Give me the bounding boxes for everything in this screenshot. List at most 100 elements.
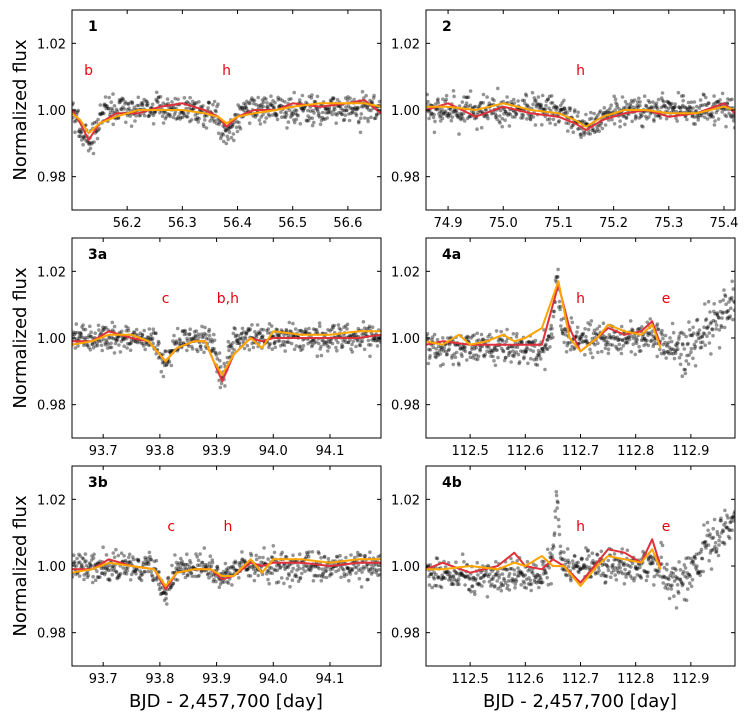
data-point	[685, 571, 689, 575]
data-point	[72, 101, 75, 105]
data-point	[371, 96, 376, 100]
data-point	[223, 561, 228, 566]
data-point	[724, 525, 728, 529]
data-point	[476, 110, 480, 115]
data-point	[193, 333, 198, 338]
data-point	[321, 575, 326, 579]
data-point	[495, 348, 499, 352]
data-point	[174, 117, 179, 121]
data-point	[675, 341, 679, 346]
data-point	[245, 330, 249, 334]
data-point	[109, 100, 113, 104]
data-point	[105, 565, 110, 570]
data-point	[558, 556, 563, 560]
data-point	[435, 98, 440, 103]
data-point	[199, 104, 203, 109]
data-point	[80, 325, 84, 329]
data-point	[492, 359, 496, 363]
data-point	[677, 334, 681, 339]
data-point	[234, 339, 239, 343]
data-point	[553, 105, 558, 110]
data-point	[638, 327, 642, 331]
data-point	[338, 110, 343, 115]
data-point	[274, 580, 279, 585]
data-point	[698, 113, 702, 118]
data-point	[249, 98, 253, 103]
data-point	[200, 560, 205, 565]
data-point	[228, 342, 233, 347]
data-point	[79, 334, 83, 339]
data-point	[702, 523, 706, 527]
data-point	[170, 100, 174, 104]
data-point	[566, 558, 570, 563]
data-point	[327, 106, 332, 110]
data-point	[132, 330, 137, 335]
red-model-line	[426, 538, 662, 584]
data-point	[565, 547, 570, 551]
data-point	[178, 111, 182, 116]
data-point	[463, 345, 467, 350]
data-point	[177, 561, 182, 565]
panel-label: 1	[88, 19, 98, 35]
data-point	[266, 577, 270, 582]
data-point	[558, 551, 562, 556]
data-point	[78, 554, 82, 558]
data-point	[635, 573, 640, 577]
data-point	[651, 106, 655, 110]
data-point	[185, 100, 189, 104]
data-point	[145, 99, 149, 104]
data-point	[347, 570, 352, 574]
data-point	[268, 103, 273, 107]
data-point	[313, 564, 317, 569]
data-point	[436, 97, 440, 101]
data-point	[261, 561, 266, 565]
data-point	[250, 565, 254, 569]
data-point	[475, 331, 480, 336]
data-point	[682, 332, 686, 336]
data-point	[614, 344, 618, 349]
data-point	[473, 578, 478, 583]
data-point	[567, 341, 571, 345]
data-point	[705, 520, 710, 525]
data-point	[672, 579, 677, 583]
data-point	[164, 363, 169, 368]
data-point	[260, 335, 265, 340]
data-point	[461, 348, 466, 352]
data-point	[687, 328, 692, 332]
data-point	[156, 339, 161, 344]
data-point	[727, 528, 731, 532]
data-point	[311, 327, 316, 331]
data-point	[438, 352, 443, 356]
data-point	[506, 583, 510, 588]
data-point	[592, 111, 596, 116]
data-point	[688, 105, 692, 110]
data-point	[319, 118, 324, 123]
data-point	[444, 97, 449, 102]
data-point	[133, 569, 137, 574]
data-point	[690, 333, 694, 337]
data-point	[545, 338, 550, 342]
data-point	[464, 95, 469, 100]
data-point	[700, 334, 705, 339]
data-point	[609, 103, 613, 107]
data-point	[541, 562, 545, 567]
data-point	[723, 508, 727, 513]
data-point	[571, 562, 576, 567]
data-point	[112, 568, 116, 573]
data-point	[107, 95, 111, 100]
data-point	[285, 564, 290, 568]
data-point	[160, 591, 165, 595]
data-point	[125, 346, 129, 350]
data-point	[84, 563, 89, 568]
data-point	[685, 107, 690, 111]
data-point	[534, 98, 538, 103]
data-point	[729, 516, 733, 520]
data-point	[466, 95, 471, 99]
data-point	[562, 340, 566, 345]
data-point	[135, 340, 140, 345]
data-point	[175, 116, 180, 121]
data-point	[523, 101, 527, 106]
data-point	[439, 577, 444, 581]
data-point	[121, 336, 126, 341]
data-point	[233, 559, 238, 564]
